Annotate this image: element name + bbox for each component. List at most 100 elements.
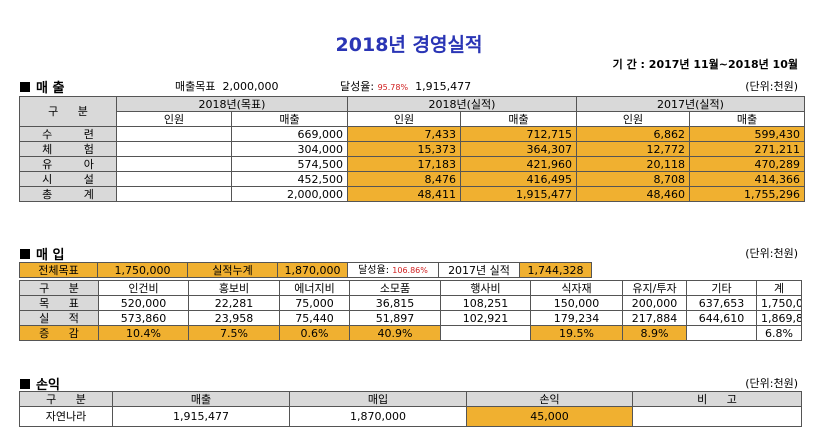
table-cell: 644,610 — [686, 310, 757, 326]
table-cell: 217,884 — [622, 310, 687, 326]
profit-sales-cell: 1,915,477 — [112, 406, 290, 427]
sales-target-label: 매출목표 — [175, 80, 216, 93]
purchase-table: 구 분 인건비 홍보비 에너지비 소모품 행사비 식자재 유지/투자 기타 계 … — [19, 280, 802, 341]
cell-target-people — [116, 186, 232, 202]
row-label: 증 감 — [19, 325, 99, 341]
profit-note-cell — [632, 406, 802, 427]
cell-target-people — [116, 141, 232, 157]
sales-achievement: 달성율: 95.78% 1,915,477 — [340, 78, 471, 94]
table-cell: 6.8% — [756, 325, 802, 341]
cell-prev-people: 12,772 — [576, 141, 690, 157]
cell-actual-sales: 421,960 — [460, 156, 577, 172]
table-cell: 8.9% — [622, 325, 687, 341]
sales-sub-sales: 매출 — [460, 111, 577, 127]
table-row: 자연나라 1,915,477 1,870,000 45,000 — [19, 406, 802, 427]
cell-prev-sales: 271,211 — [689, 141, 805, 157]
sales-group-actual: 2018년(실적) — [347, 96, 577, 112]
sales-achieve-label: 달성율: — [340, 80, 375, 93]
table-cell: 108,251 — [440, 295, 531, 311]
table-cell: 1,869,805 — [756, 310, 802, 326]
sales-sub-sales: 매출 — [231, 111, 348, 127]
col-header: 에너지비 — [279, 280, 350, 296]
profit-unit: (단위:천원) — [745, 377, 798, 390]
cell-prev-sales: 599,430 — [689, 126, 805, 142]
cell-target-sales: 669,000 — [231, 126, 348, 142]
col-header: 소모품 — [349, 280, 441, 296]
prev-year-label: 2017년 실적 — [438, 262, 520, 278]
row-label: 유 아 — [19, 156, 117, 172]
row-label: 수 련 — [19, 126, 117, 142]
prev-year-value: 1,744,328 — [519, 262, 592, 278]
sales-unit: (단위:천원) — [745, 80, 798, 93]
table-cell: 200,000 — [622, 295, 687, 311]
sales-sub-people: 인원 — [347, 111, 461, 127]
purchase-achieve-pct: 106.86% — [392, 265, 428, 275]
sales-achieve-pct: 95.78% — [377, 83, 409, 92]
cell-actual-people: 15,373 — [347, 141, 461, 157]
col-header: 행사비 — [440, 280, 531, 296]
purchase-achieve-label: 달성율: — [358, 264, 390, 276]
table-header-row: 구 분 매출 매입 손익 비 고 — [19, 391, 802, 407]
row-label: 목 표 — [19, 295, 99, 311]
cell-target-sales: 574,500 — [231, 156, 348, 172]
profit-value-cell: 45,000 — [466, 406, 633, 427]
table-cell: 75,000 — [279, 295, 350, 311]
square-bullet-icon — [20, 379, 30, 389]
cell-target-sales: 2,000,000 — [231, 186, 348, 202]
cell-actual-sales: 712,715 — [460, 126, 577, 142]
table-header-row: 구 분 인건비 홍보비 에너지비 소모품 행사비 식자재 유지/투자 기타 계 — [19, 280, 802, 296]
table-cell: 75,440 — [279, 310, 350, 326]
table-cell — [440, 325, 531, 341]
sales-heading: 매 출 — [20, 77, 64, 96]
row-label: 실 적 — [19, 310, 99, 326]
profit-heading-text: 손익 — [36, 378, 60, 393]
sales-group-target: 2018년(목표) — [116, 96, 348, 112]
cell-actual-people: 8,476 — [347, 171, 461, 187]
purchase-achievement: 달성율: 106.86% — [347, 262, 439, 278]
col-header: 홍보비 — [188, 280, 280, 296]
table-cell: 179,234 — [530, 310, 623, 326]
row-label: 총 계 — [19, 186, 117, 202]
table-cell: 520,000 — [98, 295, 189, 311]
col-header: 손익 — [466, 391, 633, 407]
table-row: 수 련 669,000 7,433 712,715 6,862 599,430 — [19, 126, 805, 142]
table-cell: 22,281 — [188, 295, 280, 311]
sales-group-prev: 2017년(실적) — [576, 96, 805, 112]
sales-target-value: 2,000,000 — [222, 80, 279, 93]
col-header: 유지/투자 — [622, 280, 687, 296]
cell-actual-people: 17,183 — [347, 156, 461, 172]
cell-target-people — [116, 156, 232, 172]
sales-sub-people: 인원 — [116, 111, 232, 127]
col-header: 구 분 — [19, 391, 113, 407]
cell-prev-sales: 414,366 — [689, 171, 805, 187]
table-cell — [686, 325, 757, 341]
table-cell: 7.5% — [188, 325, 280, 341]
table-cell: 10.4% — [98, 325, 189, 341]
sales-target: 매출목표 2,000,000 — [175, 78, 278, 94]
table-cell: 102,921 — [440, 310, 531, 326]
table-cell: 150,000 — [530, 295, 623, 311]
col-header: 매출 — [112, 391, 290, 407]
square-bullet-icon — [20, 82, 30, 92]
profit-purchase-cell: 1,870,000 — [289, 406, 467, 427]
col-header: 인건비 — [98, 280, 189, 296]
cell-prev-people: 48,460 — [576, 186, 690, 202]
cumulative-label: 실적누계 — [187, 262, 278, 278]
col-header: 매입 — [289, 391, 467, 407]
table-cell: 573,860 — [98, 310, 189, 326]
cell-prev-people: 8,708 — [576, 171, 690, 187]
cell-prev-sales: 470,289 — [689, 156, 805, 172]
period-label: 기 간 : 2017년 11월~2018년 10월 — [612, 58, 798, 71]
cell-prev-sales: 1,755,296 — [689, 186, 805, 202]
total-target-value: 1,750,000 — [97, 262, 188, 278]
row-label: 시 설 — [19, 171, 117, 187]
purchase-heading: 매 입 — [20, 244, 64, 263]
table-cell: 51,897 — [349, 310, 441, 326]
cell-target-people — [116, 126, 232, 142]
row-label: 체 험 — [19, 141, 117, 157]
purchase-summary-table: 전체목표 1,750,000 실적누계 1,870,000 달성율: 106.8… — [19, 262, 592, 278]
sales-achieve-value: 1,915,477 — [415, 80, 472, 93]
table-row: 총 계 2,000,000 48,411 1,915,477 48,460 1,… — [19, 186, 805, 202]
table-cell: 40.9% — [349, 325, 441, 341]
cell-target-sales: 304,000 — [231, 141, 348, 157]
